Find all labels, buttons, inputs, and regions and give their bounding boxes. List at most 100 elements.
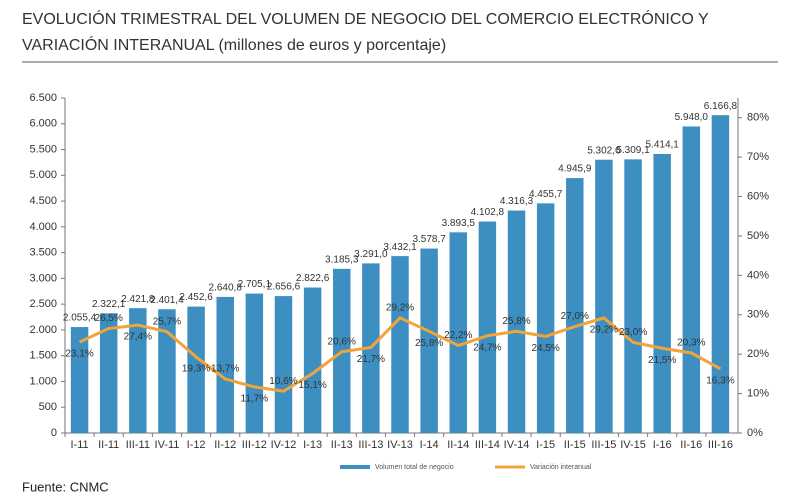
x-tick-label: IV-12: [271, 439, 297, 451]
line-value-label: 25,8%: [502, 316, 530, 327]
bar: [449, 232, 467, 433]
x-tick-label: III-13: [358, 439, 383, 451]
y2-tick-label: 40%: [747, 269, 769, 281]
line-value-label: 20,6%: [328, 336, 356, 347]
bar-value-label: 4.455,7: [529, 189, 563, 200]
bar: [507, 210, 526, 433]
x-tick-label: IV-14: [504, 439, 530, 451]
bar-value-label: 2.640,8: [209, 283, 243, 294]
x-tick-label: III-15: [591, 439, 616, 451]
y2-tick-label: 70%: [747, 151, 769, 163]
bar-value-label: 3.893,5: [442, 218, 476, 229]
bar-value-label: 5.309,1: [616, 145, 650, 156]
y2-tick-label: 0%: [747, 427, 763, 439]
x-tick-label: II-11: [98, 439, 119, 451]
x-tick-label: III-14: [475, 439, 500, 451]
x-tick-label: II-12: [214, 439, 236, 451]
bar: [391, 256, 409, 433]
y2-tick-label: 80%: [747, 112, 769, 124]
line-value-label: 10,6%: [269, 376, 297, 387]
bar-value-label: 2.822,6: [296, 273, 330, 284]
bar: [70, 327, 89, 433]
line-value-label: 11,7%: [241, 394, 269, 405]
line-value-label: 16,3%: [706, 375, 734, 386]
y2-tick-label: 50%: [747, 230, 769, 242]
y-tick-label: 2.500: [29, 298, 57, 310]
x-tick-label: I-13: [303, 439, 322, 451]
line-value-label: 27,0%: [561, 311, 589, 322]
bar-value-label: 4.102,8: [471, 207, 505, 218]
x-tick-label: II-15: [564, 439, 586, 451]
line-value-label: 13,7%: [211, 364, 239, 375]
line: [78, 316, 722, 393]
x-tick-label: II-13: [331, 439, 353, 451]
bar: [420, 248, 438, 433]
y-tick-label: 1.000: [29, 375, 57, 387]
line-value-label: 25,7%: [153, 316, 181, 327]
x-tick-label: IV-15: [620, 439, 646, 451]
y2-tick-label: 60%: [747, 190, 769, 202]
x-tick-label: III-12: [242, 439, 267, 451]
y-tick-label: 2.000: [29, 324, 57, 336]
x-tick-label: I-11: [70, 439, 88, 451]
legend-label: Volumen total de negocio: [375, 464, 454, 471]
x-tick-label: III-16: [708, 439, 733, 451]
bar-value-label: 5.302,6: [587, 145, 621, 156]
line-value-label: 23,1%: [65, 349, 93, 360]
x-tick-label: IV-13: [387, 439, 413, 451]
x-tick-label: I-16: [653, 439, 672, 451]
bar-value-label: 2.055,4: [63, 313, 97, 324]
x-tick-label: I-15: [536, 439, 555, 451]
bar-value-label: 4.316,3: [500, 196, 534, 207]
bar-value-label: 4.945,9: [558, 164, 592, 175]
y-tick-label: 5.500: [29, 143, 57, 155]
line-value-label: 26,5%: [95, 313, 123, 324]
bar: [187, 306, 205, 433]
y-tick-label: 4.500: [29, 195, 57, 207]
bar: [274, 296, 293, 433]
bar-value-label: 2.322,1: [92, 299, 126, 310]
bar: [595, 159, 613, 433]
bar: [129, 308, 147, 433]
bar-value-label: 2.452,6: [179, 292, 213, 303]
bar: [245, 293, 264, 433]
x-tick-label: I-14: [420, 439, 439, 451]
line-value-label: 20,3%: [677, 338, 705, 349]
y-tick-label: 4.000: [29, 221, 57, 233]
bar-value-label: 2.656,6: [267, 282, 301, 293]
chart-title: EVOLUCIÓN TRIMESTRAL DEL VOLUMEN DE NEGO…: [22, 9, 709, 28]
source: Fuente: CNMC: [22, 479, 109, 494]
x-tick-label: II-14: [447, 439, 469, 451]
bar: [478, 221, 497, 433]
bar-value-label: 3.291,0: [354, 249, 388, 260]
bar-value-label: 2.401,4: [150, 295, 184, 306]
line-value-label: 22,2%: [444, 330, 472, 341]
bar: [303, 287, 322, 433]
line-value-label: 19,3%: [182, 364, 210, 375]
line-value-label: 27,4%: [124, 332, 152, 343]
line-value-label: 23,0%: [619, 327, 647, 338]
line-value-label: 24,5%: [531, 343, 559, 354]
line-value-label: 21,7%: [357, 354, 385, 365]
y2-tick-label: 20%: [747, 348, 769, 360]
line-value-label: 15,1%: [298, 380, 326, 391]
bar: [624, 159, 642, 434]
bar-value-label: 3.432,1: [383, 242, 417, 253]
y-tick-label: 3.500: [29, 247, 57, 259]
bar-value-label: 3.185,3: [325, 254, 359, 265]
bar: [682, 126, 701, 434]
y2-tick-label: 30%: [747, 309, 769, 321]
y-tick-label: 500: [39, 401, 57, 413]
bar-value-label: 5.948,0: [675, 112, 709, 123]
x-tick-label: II-16: [680, 439, 702, 451]
legend-label: Variación interanual: [530, 464, 592, 471]
y-tick-label: 0: [51, 427, 57, 439]
bar-value-label: 3.578,7: [412, 234, 446, 245]
bar: [99, 313, 118, 433]
line-value-label: 29,2%: [386, 303, 414, 314]
bar-value-label: 6.166,8: [704, 101, 738, 112]
bar: [536, 203, 555, 433]
line-value-label: 24,7%: [473, 342, 501, 353]
y2-tick-label: 10%: [747, 387, 769, 399]
